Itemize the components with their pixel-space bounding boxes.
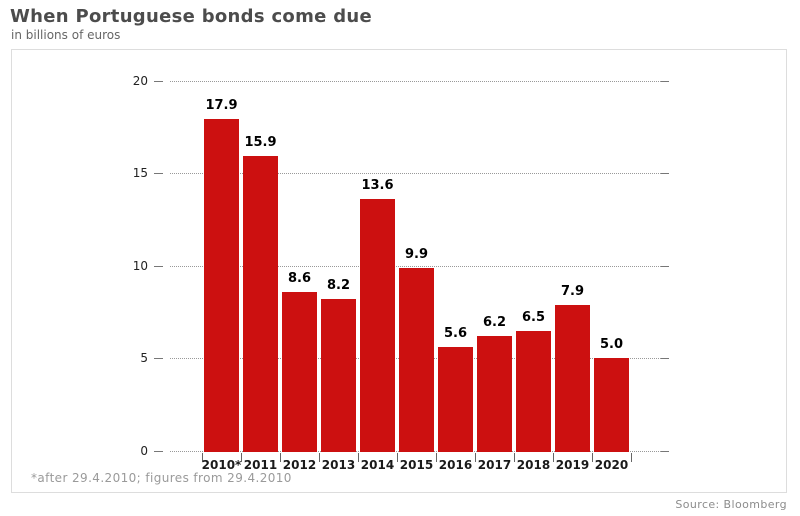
bar-value-label: 5.6 bbox=[443, 326, 468, 341]
bar-value-label: 9.9 bbox=[404, 247, 429, 262]
bar-value-label: 7.9 bbox=[560, 284, 585, 299]
bar-value-label: 5.0 bbox=[599, 337, 624, 352]
bar-value-label: 15.9 bbox=[244, 135, 277, 150]
bar bbox=[477, 336, 512, 452]
y-axis-label: 10 bbox=[132, 259, 148, 273]
y-axis-tick bbox=[661, 266, 669, 267]
x-axis-label: 2011 bbox=[243, 458, 278, 472]
bar bbox=[282, 292, 317, 452]
x-axis-label: 2014 bbox=[360, 458, 395, 472]
bar-value-label: 6.2 bbox=[482, 315, 507, 330]
bar-value-label: 13.6 bbox=[361, 178, 394, 193]
x-axis-label: 2020 bbox=[594, 458, 629, 472]
chart-footnote: *after 29.4.2010; figures from 29.4.2010 bbox=[31, 471, 292, 485]
x-axis-label: 2015 bbox=[399, 458, 434, 472]
x-axis-tick bbox=[436, 453, 437, 462]
x-axis-label: 2018 bbox=[516, 458, 551, 472]
x-axis-label: 2013 bbox=[321, 458, 356, 472]
x-axis-tick bbox=[241, 453, 242, 462]
x-axis-tick bbox=[475, 453, 476, 462]
x-axis-tick bbox=[592, 453, 593, 462]
gridline bbox=[170, 266, 669, 267]
bar bbox=[204, 119, 239, 452]
x-axis-tick bbox=[358, 453, 359, 462]
bar bbox=[555, 305, 590, 452]
x-axis-label: 2010* bbox=[201, 458, 242, 472]
y-axis-tick bbox=[661, 81, 669, 82]
bar-value-label: 17.9 bbox=[205, 98, 238, 113]
chart-panel: 0 5 10 15 20 17.9 2010* 15.9 2011 8.6 2012 8.2 2013 1… bbox=[11, 49, 787, 493]
y-axis-tick bbox=[154, 451, 163, 452]
y-axis-label: 15 bbox=[132, 166, 148, 180]
chart-subtitle: in billions of euros bbox=[11, 28, 121, 42]
y-axis-label: 5 bbox=[140, 351, 148, 365]
x-axis-tick bbox=[202, 453, 203, 462]
y-axis-label: 20 bbox=[132, 74, 148, 88]
x-axis-label: 2016 bbox=[438, 458, 473, 472]
bar bbox=[438, 347, 473, 452]
y-axis-tick bbox=[661, 451, 669, 452]
bar bbox=[243, 156, 278, 452]
y-axis-tick bbox=[154, 173, 163, 174]
y-axis-tick bbox=[154, 81, 163, 82]
bar-value-label: 6.5 bbox=[521, 310, 546, 325]
x-axis-tick bbox=[280, 453, 281, 462]
bar bbox=[321, 299, 356, 452]
x-axis-tick bbox=[553, 453, 554, 462]
x-axis-label: 2019 bbox=[555, 458, 590, 472]
bar bbox=[360, 199, 395, 452]
y-axis-tick bbox=[154, 358, 163, 359]
bar bbox=[399, 268, 434, 452]
bar-value-label: 8.6 bbox=[287, 271, 312, 286]
y-axis-tick bbox=[661, 358, 669, 359]
gridline bbox=[170, 81, 669, 82]
bar bbox=[594, 358, 629, 452]
x-axis-tick bbox=[514, 453, 515, 462]
x-axis-tick bbox=[319, 453, 320, 462]
page-title: When Portuguese bonds come due bbox=[10, 6, 373, 27]
x-axis-label: 2012 bbox=[282, 458, 317, 472]
y-axis-label: 0 bbox=[140, 444, 148, 458]
gridline bbox=[170, 173, 669, 174]
bar bbox=[516, 331, 551, 452]
x-axis-label: 2017 bbox=[477, 458, 512, 472]
y-axis-tick bbox=[154, 266, 163, 267]
x-axis-tick bbox=[631, 453, 632, 462]
plot-area: 0 5 10 15 20 17.9 2010* 15.9 2011 8.6 2012 8.2 2013 1… bbox=[12, 50, 786, 492]
y-axis-tick bbox=[661, 173, 669, 174]
source-credit: Source: Bloomberg bbox=[675, 498, 787, 511]
bar-value-label: 8.2 bbox=[326, 278, 351, 293]
x-axis-tick bbox=[397, 453, 398, 462]
